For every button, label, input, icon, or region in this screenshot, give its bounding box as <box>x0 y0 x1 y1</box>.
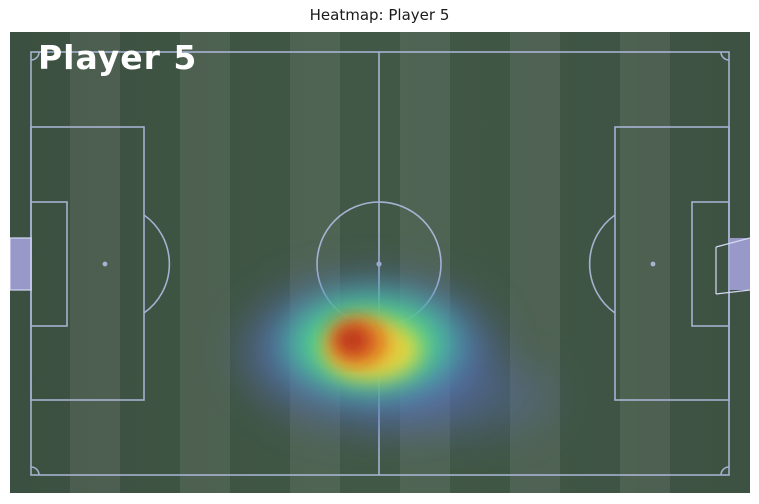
figure-title: Heatmap: Player 5 <box>309 6 450 24</box>
pitch-svg <box>10 32 750 493</box>
heat-overlay <box>245 282 555 432</box>
heatmap-image: Player 5 <box>10 32 750 493</box>
right-penalty-spot <box>650 261 656 267</box>
left-penalty-arc <box>143 214 171 314</box>
left-goal <box>10 237 32 291</box>
left-penalty-spot <box>102 261 108 267</box>
player-label: Player 5 <box>38 38 198 77</box>
right-goal <box>715 237 750 295</box>
right-penalty-arc <box>588 214 616 314</box>
heat-peak <box>334 324 370 356</box>
center-spot <box>376 261 382 267</box>
